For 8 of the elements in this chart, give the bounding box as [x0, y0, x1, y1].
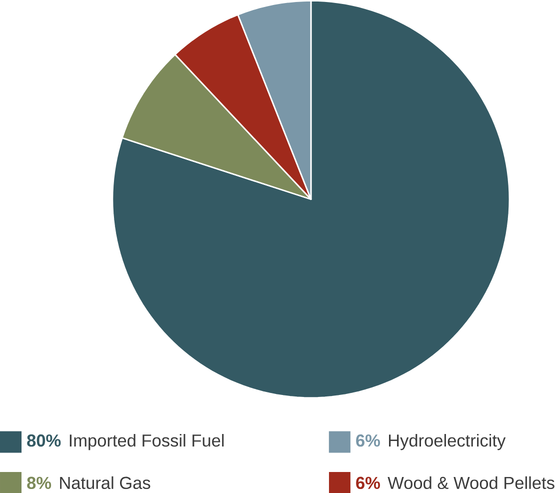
data-label: 6% — [356, 434, 380, 446]
data-label: 8% — [27, 476, 52, 489]
legend-label: Natural Gas — [60, 476, 150, 489]
legend-label: Wood & Wood Pellets — [388, 476, 554, 489]
slice-label: Imported Fossil Fuel — [70, 434, 224, 450]
legend-label: Hydroelectricity — [389, 434, 506, 450]
data-label: 6% — [356, 476, 380, 489]
data-label: 80% — [27, 434, 61, 446]
